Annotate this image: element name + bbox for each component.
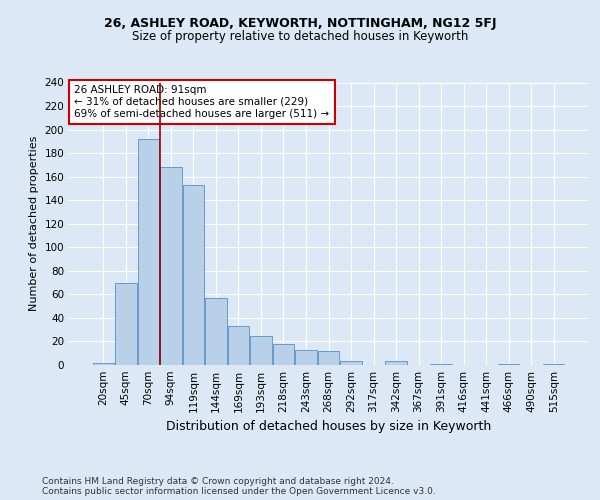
Text: Contains HM Land Registry data © Crown copyright and database right 2024.: Contains HM Land Registry data © Crown c…: [42, 477, 394, 486]
Text: Contains public sector information licensed under the Open Government Licence v3: Contains public sector information licen…: [42, 487, 436, 496]
Bar: [430, 364, 452, 365]
Bar: [92, 362, 114, 365]
Bar: [340, 362, 362, 365]
Text: Size of property relative to detached houses in Keyworth: Size of property relative to detached ho…: [132, 30, 468, 43]
Bar: [160, 167, 182, 365]
Bar: [318, 351, 339, 365]
X-axis label: Distribution of detached houses by size in Keyworth: Distribution of detached houses by size …: [166, 420, 491, 434]
Bar: [498, 364, 520, 365]
Bar: [273, 344, 294, 365]
Bar: [228, 326, 249, 365]
Bar: [543, 364, 565, 365]
Y-axis label: Number of detached properties: Number of detached properties: [29, 136, 39, 312]
Bar: [205, 298, 227, 365]
Bar: [115, 282, 137, 365]
Text: 26 ASHLEY ROAD: 91sqm
← 31% of detached houses are smaller (229)
69% of semi-det: 26 ASHLEY ROAD: 91sqm ← 31% of detached …: [74, 86, 329, 118]
Text: 26, ASHLEY ROAD, KEYWORTH, NOTTINGHAM, NG12 5FJ: 26, ASHLEY ROAD, KEYWORTH, NOTTINGHAM, N…: [104, 18, 496, 30]
Bar: [137, 139, 159, 365]
Bar: [295, 350, 317, 365]
Bar: [182, 185, 204, 365]
Bar: [250, 336, 272, 365]
Bar: [385, 362, 407, 365]
